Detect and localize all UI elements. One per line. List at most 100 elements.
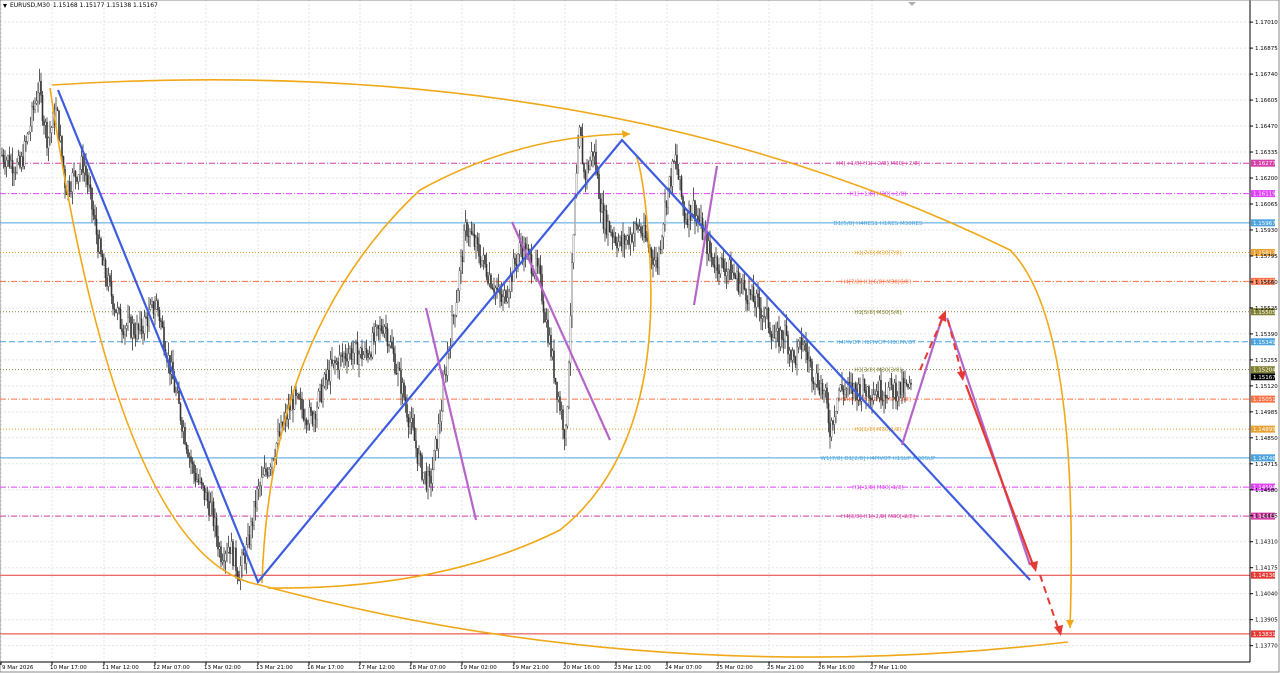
candle-body [313, 413, 315, 425]
candle-body [625, 239, 627, 245]
x-tick-label: 25 Mar 21:00 [767, 665, 804, 671]
candle-body [557, 396, 560, 400]
level-price-tag [1251, 512, 1275, 520]
candle-body [827, 403, 830, 424]
candle-body [872, 394, 875, 401]
candle-body [814, 383, 816, 385]
candle-body [655, 257, 657, 261]
candle-body [140, 318, 143, 332]
candle-body [104, 259, 107, 279]
candle-body [821, 383, 824, 394]
candle-body [16, 161, 18, 173]
candle-body [890, 378, 893, 386]
candle-body [428, 471, 431, 477]
candle-body [584, 171, 587, 180]
candle-body [214, 517, 216, 527]
candle-body [742, 280, 744, 283]
candle-body [424, 471, 426, 473]
candle-body [161, 321, 164, 328]
candle-body [904, 382, 906, 394]
candle-body [137, 324, 140, 331]
level-price-tag-text: 1.16277 [1253, 161, 1276, 167]
candle-body [103, 259, 105, 266]
candle-body [299, 398, 302, 400]
level-price-tag-text: 1.16119 [1253, 192, 1276, 198]
candle-body [289, 405, 291, 411]
level-price-tag [1251, 219, 1275, 227]
candle-body [484, 255, 486, 265]
y-tick-label: 1.15525 [1255, 306, 1278, 312]
candle-body [301, 398, 303, 410]
candle-body [796, 346, 798, 365]
candle-body [437, 423, 440, 449]
level-price-tag [1251, 366, 1275, 374]
dropdown-triangle-icon[interactable] [3, 3, 7, 8]
red-arrowhead-up [938, 310, 946, 322]
candle-body [349, 348, 351, 354]
candle-body [508, 291, 510, 298]
candle-body [118, 307, 120, 310]
candle-body [382, 330, 384, 334]
candle-body [551, 350, 554, 357]
candle-body [463, 230, 465, 263]
level-price-tag [1251, 571, 1275, 579]
candle-body [572, 234, 575, 263]
candle-body [598, 174, 600, 199]
candle-body [409, 422, 411, 427]
level-price-tag-text: 1.15813 [1253, 250, 1276, 256]
candle-body [257, 486, 260, 490]
level-label: H4[3/8] H1[-2/8] M30[-2/8] [841, 514, 915, 520]
candle-body [899, 381, 902, 395]
candle-body [743, 280, 746, 290]
candle-body [5, 160, 8, 168]
candle-body [824, 387, 827, 391]
candle-body [377, 325, 380, 329]
candle-body [220, 546, 222, 563]
y-tick-label: 1.14850 [1255, 436, 1278, 442]
candle-body [113, 308, 116, 310]
candle-body [154, 309, 156, 315]
candle-body [583, 164, 585, 173]
candle-body [571, 262, 573, 316]
candle-body [107, 275, 110, 287]
candle-body [371, 332, 374, 358]
candle-body [401, 382, 404, 394]
candle-body [740, 282, 743, 284]
candle-body [110, 281, 113, 297]
candle-body [892, 384, 894, 398]
candle-body [719, 257, 722, 275]
orange-arrowhead-top [622, 130, 630, 138]
candle-body [758, 297, 761, 309]
candle-body [383, 326, 386, 334]
candle-body [781, 330, 783, 340]
red-dashed-down-2 [1039, 574, 1059, 629]
level-price-tag [1251, 190, 1275, 198]
candle-body [34, 103, 36, 110]
candle-body [686, 219, 689, 225]
candle-body [248, 534, 251, 545]
candle-body [886, 397, 888, 399]
candle-body [461, 256, 464, 263]
candle-body [895, 382, 897, 402]
purple-line-2 [510, 221, 612, 441]
candle-body [896, 396, 899, 402]
candle-body [88, 184, 90, 186]
x-tick-label: 13 Mar 02:00 [204, 665, 241, 671]
candle-body [622, 235, 624, 247]
candle-body [85, 165, 87, 176]
candle-body [532, 273, 534, 276]
candle-body [379, 325, 381, 329]
candle-body [802, 344, 804, 350]
candle-body [614, 236, 617, 244]
candle-body [757, 293, 759, 298]
candle-body [778, 328, 780, 347]
candle-body [232, 541, 234, 567]
level-price-tag [1251, 308, 1275, 316]
candle-body [370, 354, 372, 358]
candle-body [199, 478, 201, 483]
candle-body [749, 289, 752, 296]
candle-body [613, 236, 615, 238]
candle-body [391, 341, 393, 349]
candle-body [656, 257, 659, 268]
